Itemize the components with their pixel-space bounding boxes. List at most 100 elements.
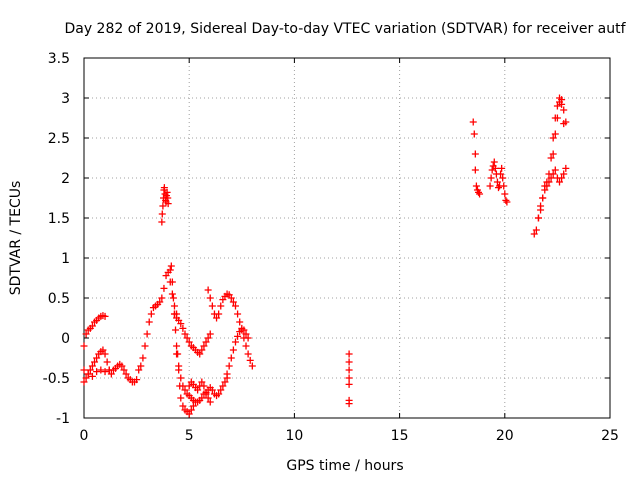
data-point-track-a [80, 342, 88, 350]
data-point-track-d [137, 362, 145, 370]
data-point-track-f [167, 262, 175, 270]
data-point-track-c [97, 366, 105, 374]
data-point-track-m [476, 190, 484, 198]
data-point-track-b [93, 354, 101, 362]
data-point-track-n [494, 184, 502, 192]
data-point-track-c [93, 368, 101, 376]
y-tick-label: 3 [61, 91, 70, 107]
data-point-track-k [242, 330, 250, 338]
data-point-track-k [234, 332, 242, 340]
data-point-track-o [560, 170, 568, 178]
x-tick-label: 15 [391, 428, 409, 444]
data-point-track-n [486, 182, 494, 190]
data-point-track-p [541, 182, 549, 190]
data-point-track-o [530, 230, 538, 238]
data-point-track-p [545, 170, 553, 178]
y-axis: -1 -0.5 0 0.5 1 1.5 2 2.5 3 3.5 [43, 51, 610, 427]
data-point-track-p [543, 178, 551, 186]
y-tick-label: -1 [56, 411, 70, 427]
data-point-track-m [470, 130, 478, 138]
data-point-track-g [170, 310, 178, 318]
y-tick-label: 1 [61, 251, 70, 267]
x-axis-title: GPS time / hours [286, 458, 403, 474]
data-point-track-d [156, 298, 164, 306]
data-point-track-k [227, 354, 235, 362]
data-point-track-j [231, 302, 239, 310]
data-point-track-k [244, 334, 252, 342]
y-axis-title: SDTVAR / TECUs [8, 181, 24, 296]
data-point-track-h [181, 386, 189, 394]
data-point-track-p [560, 106, 568, 114]
data-point-track-f [177, 394, 185, 402]
data-point-track-h [173, 350, 181, 358]
data-point-track-n [497, 170, 505, 178]
data-point-track-j [217, 302, 225, 310]
data-point-track-g [206, 330, 214, 338]
x-tick-label: 10 [285, 428, 303, 444]
data-point-track-g [183, 334, 191, 342]
data-point-track-o [551, 166, 559, 174]
data-point-track-h [179, 382, 187, 390]
x-tick-label: 20 [496, 428, 514, 444]
data-point-track-j [244, 350, 252, 358]
data-point-track-h [208, 386, 216, 394]
data-point-track-p [537, 206, 545, 214]
data-point-track-d [147, 310, 155, 318]
data-point-track-o [562, 164, 570, 172]
data-point-track-n [503, 198, 511, 206]
data-point-track-d [170, 302, 178, 310]
data-point-track-n [502, 196, 510, 204]
data-point-track-h [198, 394, 206, 402]
data-point-track-a [88, 322, 96, 330]
data-point-track-g [179, 324, 187, 332]
data-point-track-n [487, 174, 495, 182]
data-points [80, 94, 570, 418]
chart-title: Day 282 of 2019, Sidereal Day-to-day VTE… [64, 21, 626, 37]
data-point-track-q [560, 120, 568, 128]
data-point-track-j [234, 310, 242, 318]
y-tick-label: 0.5 [48, 291, 70, 307]
data-point-track-j [215, 310, 223, 318]
data-point-track-p [539, 194, 547, 202]
data-point-track-n [491, 164, 499, 172]
data-point-track-i [198, 378, 206, 386]
data-point-track-b [118, 362, 126, 370]
data-point-track-j [242, 342, 250, 350]
data-point-track-b [107, 370, 115, 378]
data-point-track-n [500, 182, 508, 190]
data-point-track-m [475, 188, 482, 196]
data-point-track-d [143, 330, 151, 338]
data-point-track-g [198, 346, 206, 354]
data-point-track-b [91, 358, 99, 366]
data-point-track-m [472, 182, 480, 190]
x-tick-label: 5 [185, 428, 194, 444]
y-tick-label: 3.5 [48, 51, 70, 67]
data-point-track-h [221, 378, 229, 386]
data-point-track-q [549, 150, 557, 158]
data-point-track-b [101, 350, 109, 358]
data-point-track-q [553, 114, 561, 122]
data-point-track-l [345, 374, 353, 382]
data-point-track-k [225, 362, 233, 370]
data-point-track-c [80, 366, 88, 374]
data-point-track-f [173, 342, 181, 350]
data-point-track-h [175, 362, 183, 370]
data-point-track-i [200, 382, 208, 390]
data-point-track-i [204, 394, 212, 402]
data-point-track-h [177, 374, 185, 382]
data-point-track-j [213, 314, 221, 322]
data-point-track-f [168, 278, 176, 286]
data-point-track-c [105, 366, 113, 374]
y-tick-label: 2 [61, 171, 70, 187]
data-point-track-e [158, 218, 166, 226]
data-point-track-d [160, 284, 168, 292]
grid [84, 58, 610, 418]
data-point-track-o [558, 174, 566, 182]
data-point-track-j [208, 302, 216, 310]
data-point-track-j [229, 298, 237, 306]
y-tick-label: 1.5 [48, 211, 70, 227]
data-point-track-p [553, 102, 561, 110]
data-point-track-f [172, 326, 180, 334]
data-point-track-d [135, 366, 143, 374]
data-point-track-i [206, 398, 214, 406]
